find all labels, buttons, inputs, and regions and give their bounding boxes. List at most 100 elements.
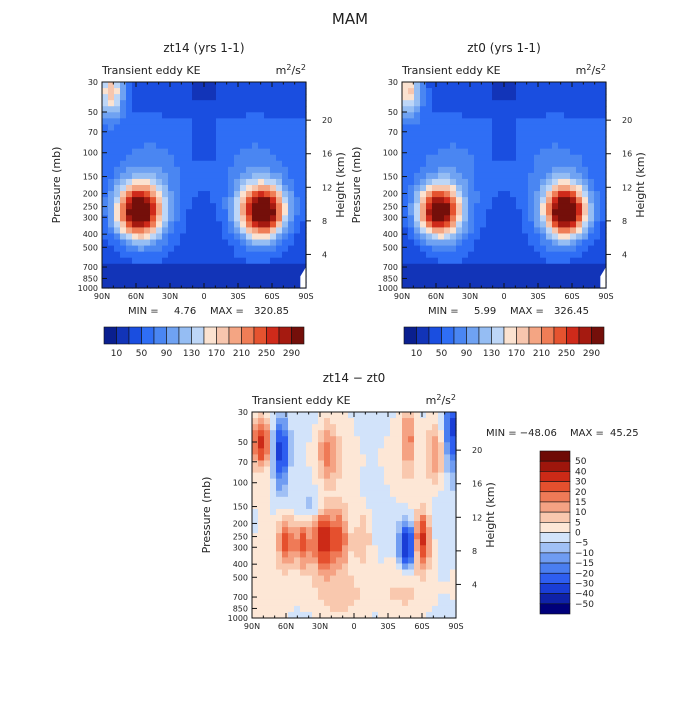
- heatmap-cell: [294, 466, 301, 474]
- heatmap-cell: [120, 269, 127, 277]
- heatmap-cell: [312, 466, 319, 474]
- heatmap-cell: [366, 424, 373, 431]
- heatmap-cell: [408, 496, 415, 504]
- heatmap-cell: [534, 275, 541, 283]
- y-tick-label: 30: [88, 78, 98, 87]
- heatmap-cell: [510, 233, 517, 241]
- heatmap-cell: [240, 94, 247, 101]
- heatmap-cell: [144, 172, 151, 180]
- heatmap-cell: [252, 472, 259, 480]
- heatmap-cell: [402, 575, 409, 583]
- y-tick-label: 50: [88, 108, 98, 117]
- heatmap-cell: [402, 551, 409, 559]
- y-tick-label: 300: [383, 213, 398, 222]
- heatmap-cell: [258, 227, 265, 235]
- heatmap-cell: [300, 539, 307, 546]
- heatmap-cell: [534, 185, 541, 192]
- heatmap-cell: [222, 124, 229, 132]
- heatmap-cell: [162, 209, 169, 216]
- heatmap-cell: [540, 227, 547, 235]
- heatmap-cell: [528, 197, 535, 204]
- heatmap-cell: [474, 136, 481, 144]
- heatmap-cell: [426, 233, 433, 241]
- heatmap-cell: [384, 581, 391, 589]
- colorbar-label: 130: [483, 349, 500, 359]
- heatmap-cell: [552, 112, 559, 119]
- heatmap-cell: [150, 233, 157, 241]
- heatmap-cell: [108, 269, 115, 277]
- height-tick-label: 12: [322, 183, 332, 192]
- colorbar-swatch: [566, 326, 580, 345]
- heatmap-cell: [444, 191, 451, 198]
- heatmap-cell: [264, 148, 271, 156]
- heatmap-cell: [162, 172, 169, 180]
- heatmap-cell: [480, 88, 487, 95]
- heatmap-cell: [540, 245, 547, 253]
- heatmap-cell: [120, 94, 127, 101]
- heatmap-cell: [342, 496, 349, 504]
- heatmap-cell: [252, 436, 259, 443]
- heatmap-cell: [444, 185, 451, 192]
- heatmap-cell: [420, 484, 427, 492]
- heatmap-cell: [480, 118, 487, 126]
- heatmap-cell: [258, 478, 265, 486]
- heatmap-cell: [336, 430, 343, 437]
- heatmap-cell: [168, 215, 175, 222]
- heatmap-cell: [216, 221, 223, 229]
- heatmap-cell: [282, 527, 289, 534]
- heatmap-cell: [204, 197, 211, 204]
- heatmap-cell: [282, 251, 289, 259]
- heatmap-cell: [420, 178, 427, 186]
- heatmap-cell: [480, 136, 487, 144]
- heatmap-cell: [312, 611, 319, 619]
- heatmap-cell: [372, 533, 379, 540]
- colorbar-swatch: [539, 460, 571, 472]
- heatmap-cell: [450, 142, 457, 150]
- heatmap-cell: [156, 94, 163, 101]
- heatmap-cell: [600, 221, 607, 229]
- heatmap-cell: [438, 185, 445, 192]
- heatmap-cell: [288, 245, 295, 253]
- heatmap-cell: [492, 263, 499, 271]
- heatmap-cell: [588, 136, 595, 144]
- heatmap-cell: [120, 172, 127, 180]
- heatmap-cell: [372, 484, 379, 492]
- heatmap-cell: [240, 239, 247, 247]
- heatmap-cell: [402, 94, 409, 101]
- heatmap-cell: [270, 136, 277, 144]
- heatmap-cell: [540, 94, 547, 101]
- heatmap-cell: [192, 251, 199, 259]
- heatmap-cell: [492, 178, 499, 186]
- heatmap-cell: [138, 269, 145, 277]
- heatmap-cell: [474, 281, 481, 289]
- heatmap-cell: [438, 424, 445, 431]
- colorbar-swatch: [591, 326, 605, 345]
- heatmap-cell: [372, 496, 379, 504]
- heatmap-cell: [438, 136, 445, 144]
- heatmap-cell: [252, 575, 259, 583]
- heatmap-cell: [264, 112, 271, 119]
- heatmap-cell: [372, 466, 379, 474]
- heatmap-cell: [288, 166, 295, 174]
- heatmap-cell: [522, 275, 529, 283]
- heatmap-cell: [438, 82, 445, 89]
- heatmap-cell: [120, 106, 127, 113]
- heatmap-cell: [366, 466, 373, 474]
- heatmap-cell: [174, 172, 181, 180]
- heatmap-cell: [300, 263, 307, 271]
- heatmap-cell: [336, 502, 343, 510]
- heatmap-cell: [222, 191, 229, 198]
- heatmap-cell: [528, 88, 535, 95]
- heatmap-cell: [282, 112, 289, 119]
- heatmap-cell: [438, 478, 445, 486]
- heatmap-cell: [426, 496, 433, 504]
- colorbar-label: 10: [111, 349, 123, 359]
- heatmap-cell: [444, 418, 451, 425]
- heatmap-cell: [282, 605, 289, 613]
- heatmap-cell: [108, 263, 115, 271]
- heatmap-cell: [414, 454, 421, 462]
- heatmap-cell: [564, 136, 571, 144]
- heatmap-cell: [366, 515, 373, 522]
- heatmap-cell: [234, 154, 241, 162]
- heatmap-cell: [174, 215, 181, 222]
